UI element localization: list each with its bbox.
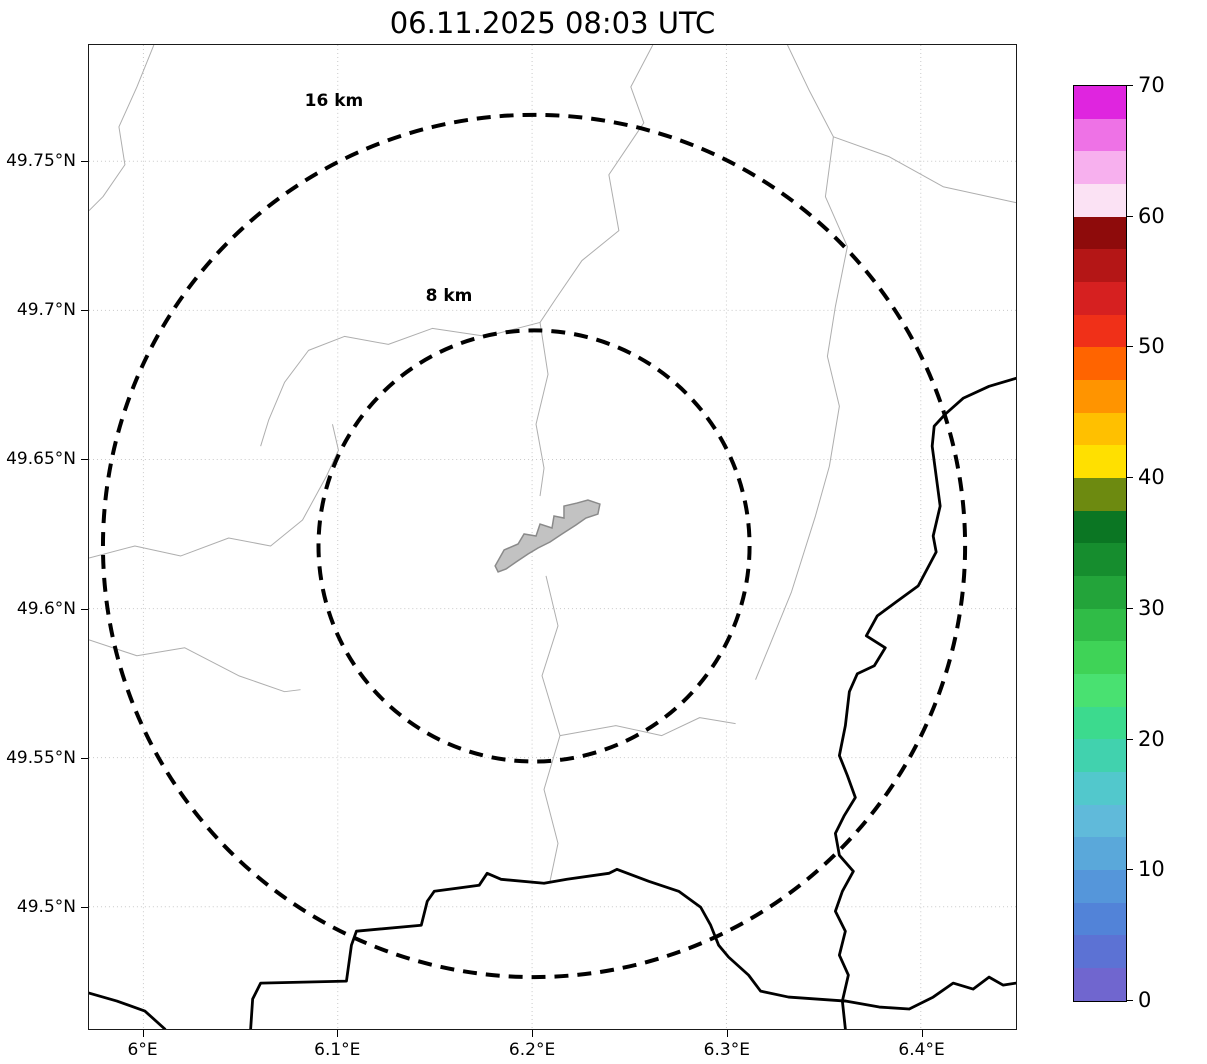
x-tick-label: 6°E	[127, 1040, 158, 1060]
y-tick-mark	[81, 160, 88, 162]
colorbar-tick-mark	[1126, 346, 1133, 348]
y-tick-label: 49.5°N	[16, 897, 76, 918]
colorbar-segment	[1074, 674, 1126, 707]
colorbar-segment	[1074, 902, 1126, 936]
colorbar-tick-label: 30	[1138, 595, 1165, 620]
admin-boundary-line	[535, 322, 549, 497]
admin-boundary-line	[833, 136, 1016, 204]
colorbar-tick-label: 20	[1138, 726, 1165, 751]
admin-boundary-line	[260, 321, 541, 447]
colorbar	[1073, 85, 1127, 1002]
x-tick-mark	[726, 1030, 728, 1037]
colorbar-tick-mark	[1126, 215, 1133, 217]
colorbar-tick-label: 40	[1138, 465, 1165, 490]
admin-boundary-line	[539, 45, 654, 323]
colorbar-segment	[1074, 282, 1126, 315]
y-tick-mark	[81, 758, 88, 760]
colorbar-segment	[1074, 216, 1126, 250]
colorbar-segment	[1074, 380, 1126, 413]
colorbar-segment	[1074, 510, 1126, 544]
colorbar-segment	[1074, 86, 1126, 119]
colorbar-tick-mark	[1126, 738, 1133, 740]
colorbar-segment	[1074, 935, 1126, 969]
y-tick-label: 49.7°N	[16, 299, 76, 320]
x-tick-mark	[921, 1030, 923, 1037]
range-ring-circle	[316, 328, 752, 764]
colorbar-segment	[1074, 412, 1126, 446]
colorbar-segment	[1074, 314, 1126, 348]
range-ring-label: 16 km	[304, 90, 364, 111]
colorbar-segment	[1074, 804, 1126, 838]
country-border-line	[843, 975, 1016, 1011]
colorbar-tick-label: 0	[1138, 988, 1152, 1012]
y-tick-mark	[81, 907, 88, 909]
x-tick-label: 6.1°E	[314, 1040, 361, 1060]
x-tick-label: 6.2°E	[508, 1040, 556, 1060]
colorbar-segment	[1074, 772, 1126, 805]
y-tick-label: 49.65°N	[6, 449, 76, 470]
colorbar-segment	[1074, 641, 1126, 675]
city-polygon	[494, 499, 601, 573]
colorbar-tick-label: 70	[1138, 73, 1165, 97]
colorbar-segment	[1074, 347, 1126, 381]
colorbar-segment	[1074, 870, 1126, 903]
admin-boundary-line	[89, 424, 339, 559]
y-tick-label: 49.75°N	[6, 150, 76, 171]
admin-boundary-line	[755, 45, 848, 680]
colorbar-segment	[1074, 184, 1126, 217]
range-ring-label: 8 km	[425, 285, 473, 306]
colorbar-tick-mark	[1126, 869, 1133, 871]
colorbar-segment	[1074, 837, 1126, 871]
colorbar-segment	[1074, 151, 1126, 185]
colorbar-tick-label: 60	[1138, 203, 1165, 228]
colorbar-segment	[1074, 706, 1126, 740]
colorbar-segment	[1074, 543, 1126, 577]
colorbar-segment	[1074, 445, 1126, 479]
x-tick-label: 6.3°E	[703, 1040, 750, 1060]
x-tick-mark	[337, 1030, 339, 1037]
colorbar-segment	[1074, 576, 1126, 609]
colorbar-segment	[1074, 249, 1126, 283]
admin-boundary-line	[541, 575, 561, 882]
colorbar-tick-mark	[1126, 607, 1133, 609]
country-border-line	[89, 991, 167, 1029]
colorbar-segment	[1074, 739, 1126, 773]
colorbar-tick-label: 10	[1138, 857, 1165, 882]
colorbar-segment	[1074, 968, 1126, 1001]
admin-boundary-line	[559, 717, 736, 737]
country-border-line	[249, 867, 847, 1029]
country-border-line	[833, 376, 1016, 1029]
admin-boundary-line	[89, 639, 301, 693]
figure-title: 06.11.2025 08:03 UTC	[389, 6, 716, 40]
colorbar-tick-label: 50	[1138, 334, 1165, 359]
y-tick-label: 49.6°N	[16, 598, 76, 619]
map-svg	[89, 45, 1016, 1029]
colorbar-tick-mark	[1126, 85, 1133, 86]
colorbar-segment	[1074, 118, 1126, 152]
x-tick-mark	[142, 1030, 144, 1037]
admin-boundary-line	[89, 45, 155, 212]
y-tick-mark	[81, 459, 88, 461]
colorbar-segment	[1074, 608, 1126, 642]
y-tick-mark	[81, 608, 88, 610]
plot-area	[88, 44, 1017, 1030]
x-tick-mark	[532, 1030, 534, 1037]
y-tick-label: 49.55°N	[6, 748, 76, 769]
y-tick-mark	[81, 309, 88, 311]
colorbar-segment	[1074, 478, 1126, 511]
x-tick-label: 6.4°E	[898, 1040, 945, 1060]
colorbar-tick-mark	[1126, 477, 1133, 479]
colorbar-tick-mark	[1126, 1000, 1133, 1001]
